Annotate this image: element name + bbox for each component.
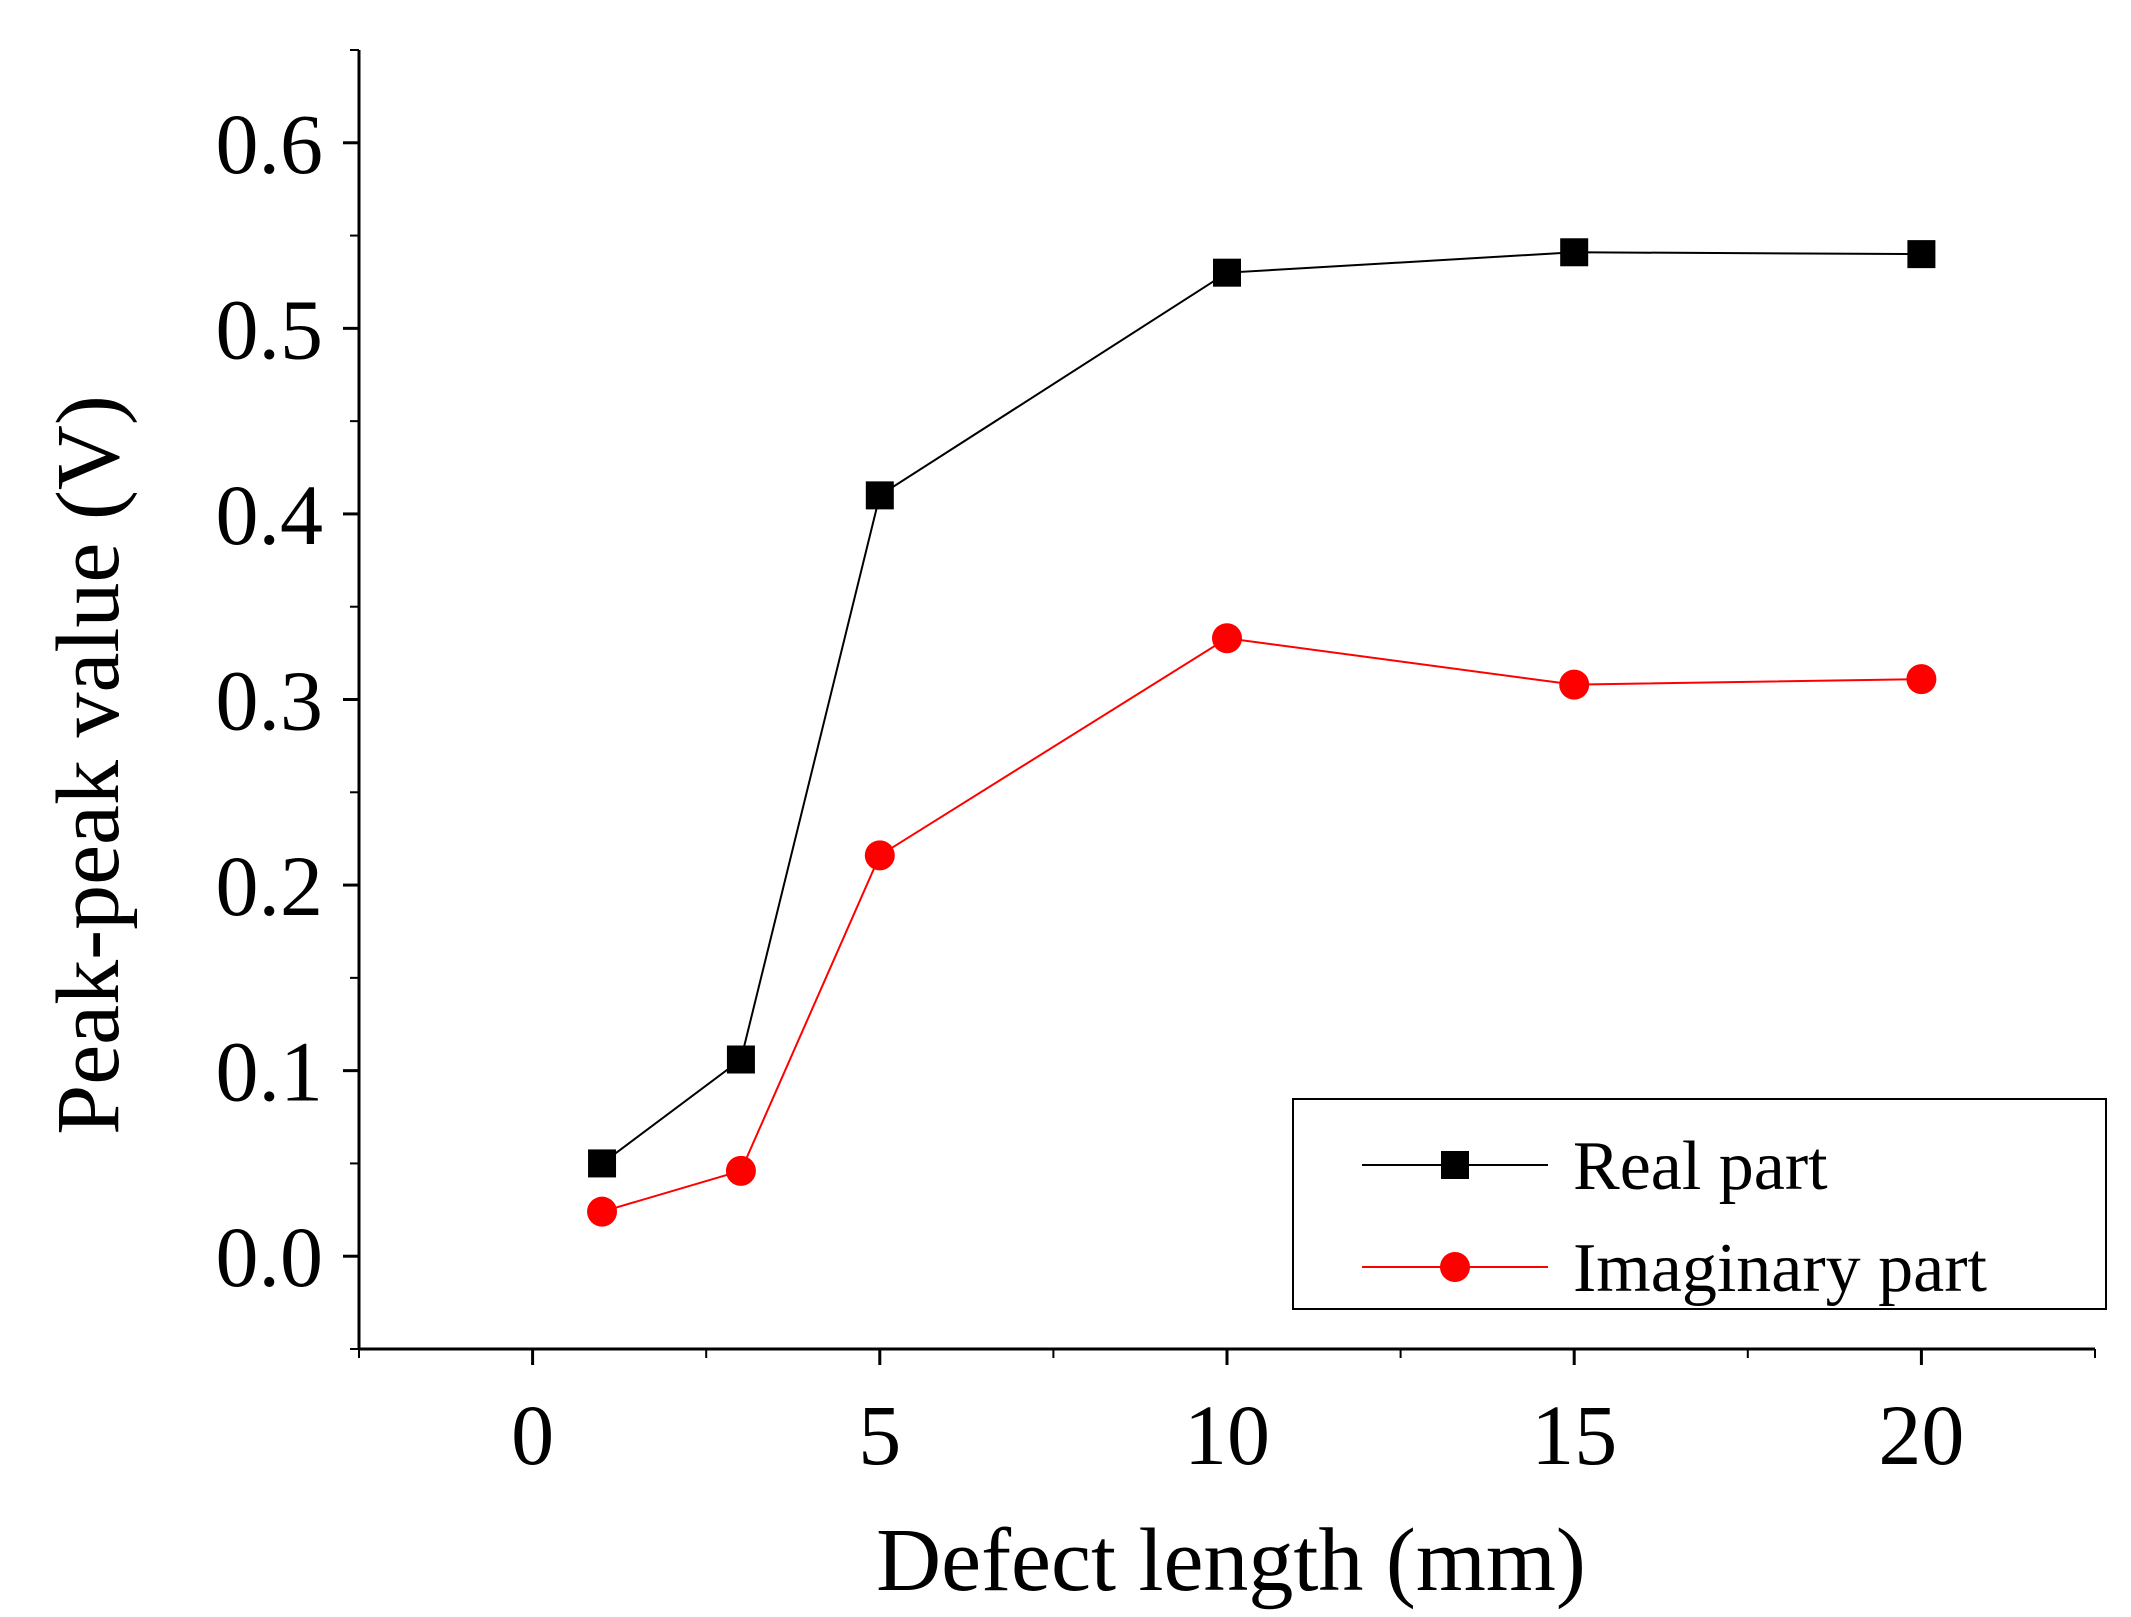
y-tick-label: 0.0 [216, 1209, 324, 1305]
legend: Real part Imaginary part [1292, 1098, 2107, 1310]
y-tick-label: 0.6 [216, 96, 324, 192]
series-line-real [601, 251, 1922, 1165]
data-point-real [1560, 238, 1589, 267]
legend-label-imaginary: Imaginary part [1573, 1230, 1988, 1307]
data-point-imaginary [1212, 623, 1242, 654]
data-point-imaginary [864, 840, 895, 871]
x-axis-title: Defect length (mm) [876, 1511, 1586, 1610]
legend-box [1292, 1098, 2107, 1310]
y-axis-title: Peak-peak value (V) [39, 395, 138, 1135]
legend-label-real: Real part [1573, 1128, 1828, 1205]
y-tick-label: 0.4 [216, 467, 324, 563]
y-tick-label: 0.3 [216, 653, 324, 749]
y-tick-label: 0.1 [216, 1024, 324, 1120]
data-point-imaginary [587, 1196, 618, 1227]
data-point-real [1213, 258, 1241, 287]
series-line-imaginary [601, 637, 1922, 1213]
data-point-imaginary [1906, 664, 1937, 695]
legend-marker-imaginary [1440, 1252, 1470, 1282]
x-tick-label: 5 [858, 1387, 901, 1483]
y-tick-label: 0.2 [216, 838, 324, 934]
data-point-real [726, 1045, 755, 1074]
data-point-real [865, 481, 894, 510]
y-tick-label: 0.5 [216, 281, 324, 377]
legend-marker-real [1441, 1151, 1469, 1179]
axes: 0.0 0.1 0.2 0.3 0.4 0.5 0.6 0 5 10 15 20 [216, 49, 2096, 1483]
data-point-imaginary [725, 1155, 756, 1186]
data-point-real [588, 1149, 617, 1178]
series-layer [587, 238, 1937, 1227]
x-tick-label: 0 [511, 1387, 554, 1483]
x-tick-label: 10 [1184, 1387, 1270, 1483]
data-point-imaginary [1559, 669, 1590, 700]
x-tick-label: 20 [1878, 1387, 1964, 1483]
x-tick-label: 15 [1531, 1387, 1617, 1483]
data-point-real [1907, 240, 1936, 269]
